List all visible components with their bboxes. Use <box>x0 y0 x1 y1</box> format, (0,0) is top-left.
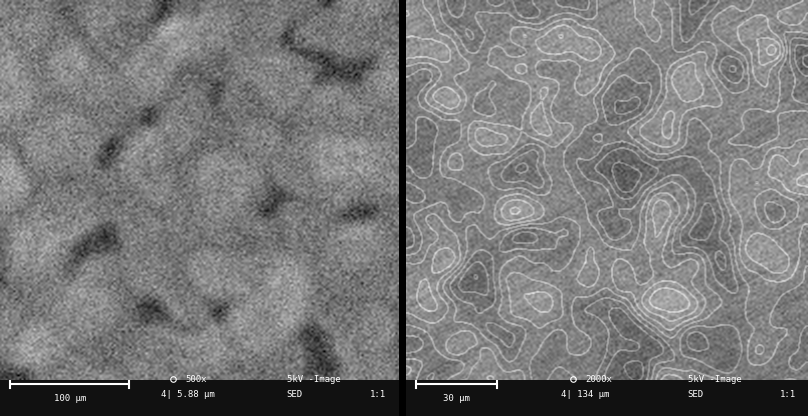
Text: 1:1: 1:1 <box>370 390 386 399</box>
Text: SED: SED <box>287 390 303 399</box>
Text: 4| 134 μm: 4| 134 μm <box>561 390 609 399</box>
Text: 5kV -Image: 5kV -Image <box>688 375 741 384</box>
Text: 500x: 500x <box>185 375 207 384</box>
Text: 2000x: 2000x <box>585 375 612 384</box>
Text: 5kV -Image: 5kV -Image <box>287 375 340 384</box>
Text: 4| 5.88 μm: 4| 5.88 μm <box>162 390 215 399</box>
Text: 1:1: 1:1 <box>780 390 796 399</box>
Text: 30 μm: 30 μm <box>443 394 470 403</box>
Text: 100 μm: 100 μm <box>53 394 86 403</box>
Text: SED: SED <box>688 390 704 399</box>
